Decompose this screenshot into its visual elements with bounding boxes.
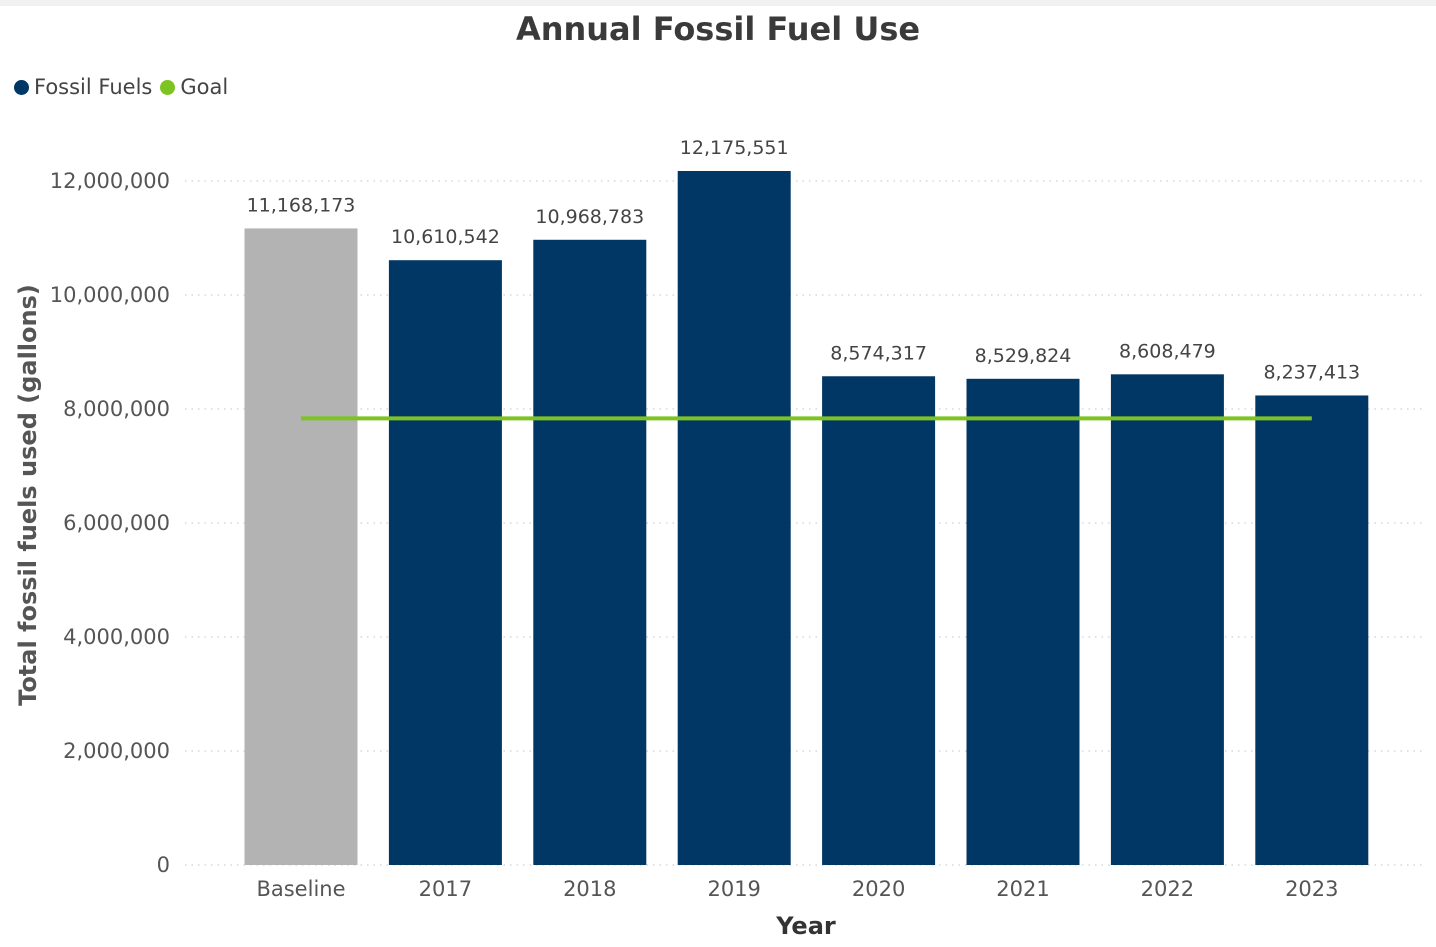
x-axis-title: Year	[775, 912, 836, 940]
data-label-2017: 10,610,542	[391, 226, 500, 248]
x-tick-label-2019: 2019	[707, 877, 760, 901]
data-label-2023: 8,237,413	[1263, 361, 1360, 383]
data-label-2018: 10,968,783	[535, 206, 644, 228]
bar-2021[interactable]	[966, 378, 1080, 865]
y-tick-label: 4,000,000	[63, 625, 170, 649]
y-tick-label: 2,000,000	[63, 739, 170, 763]
x-tick-label-2017: 2017	[419, 877, 472, 901]
bar-2023[interactable]	[1255, 395, 1369, 865]
data-label-2019: 12,175,551	[680, 137, 789, 159]
bar-2022[interactable]	[1110, 374, 1224, 865]
y-tick-label: 0	[157, 853, 170, 877]
top-border	[0, 0, 1436, 6]
x-tick-label-2020: 2020	[852, 877, 905, 901]
y-axis-title: Total fossil fuels used (gallons)	[14, 284, 42, 706]
y-axis-tick-labels: 0 2,000,000 4,000,000 6,000,000 8,000,000 10,…	[50, 169, 170, 877]
x-tick-label-2021: 2021	[996, 877, 1049, 901]
bar-2019[interactable]	[677, 170, 791, 865]
bar-baseline[interactable]	[244, 228, 358, 866]
legend-item-fossil-fuels[interactable]: Fossil Fuels	[14, 75, 152, 99]
chart-title: Annual Fossil Fuel Use	[515, 10, 921, 48]
data-label-baseline: 11,168,173	[247, 194, 356, 216]
y-tick-label: 8,000,000	[63, 397, 170, 421]
y-tick-label: 6,000,000	[63, 511, 170, 535]
data-label-2020: 8,574,317	[830, 342, 927, 364]
data-label-2021: 8,529,824	[975, 345, 1072, 367]
legend[interactable]: Fossil Fuels Goal	[14, 74, 236, 100]
legend-item-goal[interactable]: Goal	[160, 75, 228, 99]
x-axis-tick-labels: Baseline 2017 2018 2019 2020 2021 2022 2023	[256, 877, 1338, 901]
legend-label-fossil-fuels: Fossil Fuels	[34, 75, 153, 99]
gridlines	[185, 180, 1425, 866]
y-tick-label: 12,000,000	[50, 169, 170, 193]
data-label-2022: 8,608,479	[1119, 340, 1216, 362]
y-tick-label: 10,000,000	[50, 283, 170, 307]
x-tick-label-2022: 2022	[1141, 877, 1194, 901]
legend-marker-fossil-fuels	[14, 79, 29, 95]
bars	[244, 170, 1369, 866]
data-labels: 11,168,173 10,610,542 10,968,783 12,175,551…	[247, 137, 1361, 383]
legend-label-goal: Goal	[180, 75, 229, 99]
x-tick-label-2018: 2018	[563, 877, 616, 901]
bar-2018[interactable]	[533, 239, 647, 866]
x-tick-label-baseline: Baseline	[256, 877, 345, 901]
x-tick-label-2023: 2023	[1285, 877, 1338, 901]
bar-2020[interactable]	[822, 376, 936, 865]
legend-marker-goal	[160, 79, 176, 95]
bar-2017[interactable]	[388, 260, 502, 865]
